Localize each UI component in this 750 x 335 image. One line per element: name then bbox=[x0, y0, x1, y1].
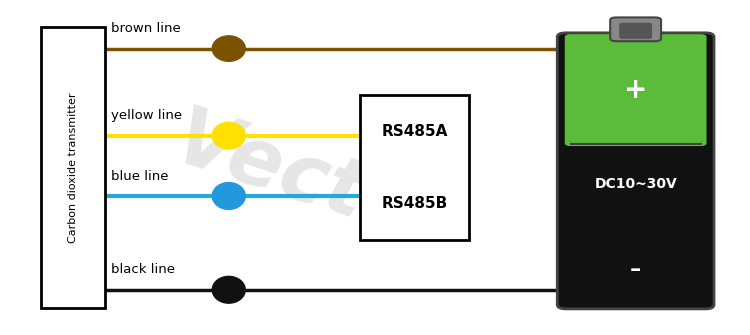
Text: RS485B: RS485B bbox=[381, 196, 448, 211]
Ellipse shape bbox=[212, 122, 245, 149]
Ellipse shape bbox=[212, 276, 245, 303]
Ellipse shape bbox=[212, 183, 245, 209]
Text: Carbon dioxide transmitter: Carbon dioxide transmitter bbox=[68, 92, 78, 243]
Bar bbox=[360, 95, 469, 240]
Text: yellow line: yellow line bbox=[111, 109, 182, 122]
Text: DC10~30V: DC10~30V bbox=[594, 177, 677, 191]
FancyBboxPatch shape bbox=[620, 23, 652, 39]
Ellipse shape bbox=[212, 36, 245, 61]
FancyBboxPatch shape bbox=[565, 34, 706, 146]
Text: –: – bbox=[630, 260, 641, 280]
FancyBboxPatch shape bbox=[557, 33, 714, 309]
Text: Vector: Vector bbox=[164, 102, 466, 267]
Text: RS485A: RS485A bbox=[381, 124, 448, 139]
FancyBboxPatch shape bbox=[610, 17, 661, 41]
Text: brown line: brown line bbox=[111, 22, 181, 35]
Text: blue line: blue line bbox=[111, 170, 169, 183]
Bar bbox=[41, 27, 105, 308]
Text: +: + bbox=[624, 76, 647, 105]
Text: black line: black line bbox=[111, 263, 175, 276]
